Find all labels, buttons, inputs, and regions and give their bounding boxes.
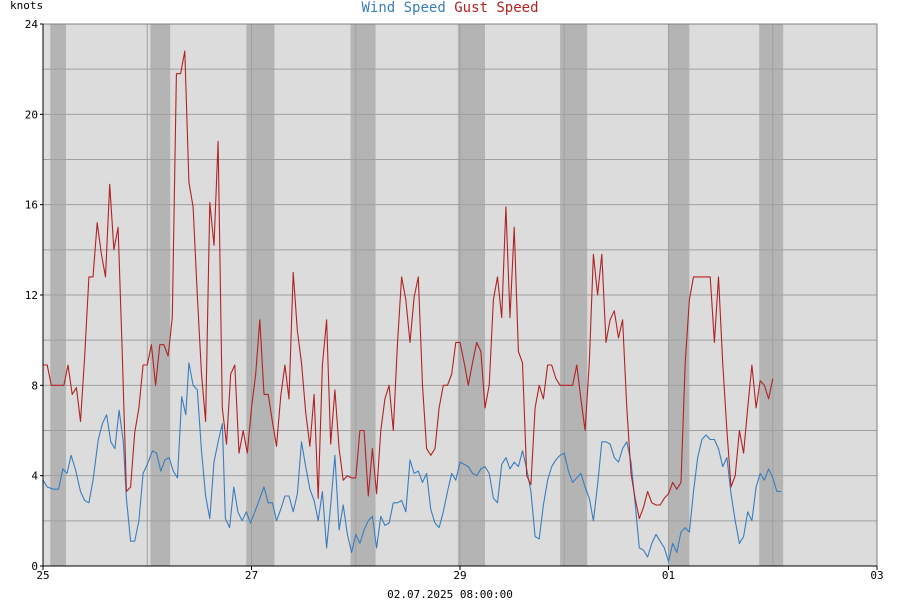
x-tick-label: 25 xyxy=(36,569,49,582)
wind-speed-line xyxy=(42,362,782,563)
chart-title: Wind Speed Gust Speed xyxy=(361,0,538,16)
x-tick-label: 27 xyxy=(245,569,258,582)
grid-lines xyxy=(43,24,877,566)
y-tick-label: 16 xyxy=(25,199,38,212)
title-wind-speed: Wind Speed xyxy=(361,0,445,16)
y-tick-label: 0 xyxy=(31,560,38,573)
y-tick-labels: 0 4 8 12 16 20 24 xyxy=(25,18,43,573)
y-tick-label: 20 xyxy=(25,108,38,121)
y-tick-label: 12 xyxy=(25,289,38,302)
series-lines xyxy=(42,50,782,563)
x-tick-labels: 25 27 29 01 03 xyxy=(36,566,884,582)
x-tick-label: 01 xyxy=(662,569,675,582)
x-tick-label: 29 xyxy=(453,569,466,582)
y-tick-label: 8 xyxy=(31,379,38,392)
x-tick-label: 03 xyxy=(870,569,883,582)
timestamp-footer: 02.07.2025 08:00:00 xyxy=(387,588,513,600)
y-tick-label: 4 xyxy=(31,470,38,483)
y-axis-label: knots xyxy=(10,0,43,12)
gust-speed-line xyxy=(43,50,774,520)
y-tick-label: 24 xyxy=(25,18,39,31)
title-gust-speed: Gust Speed xyxy=(454,0,538,16)
